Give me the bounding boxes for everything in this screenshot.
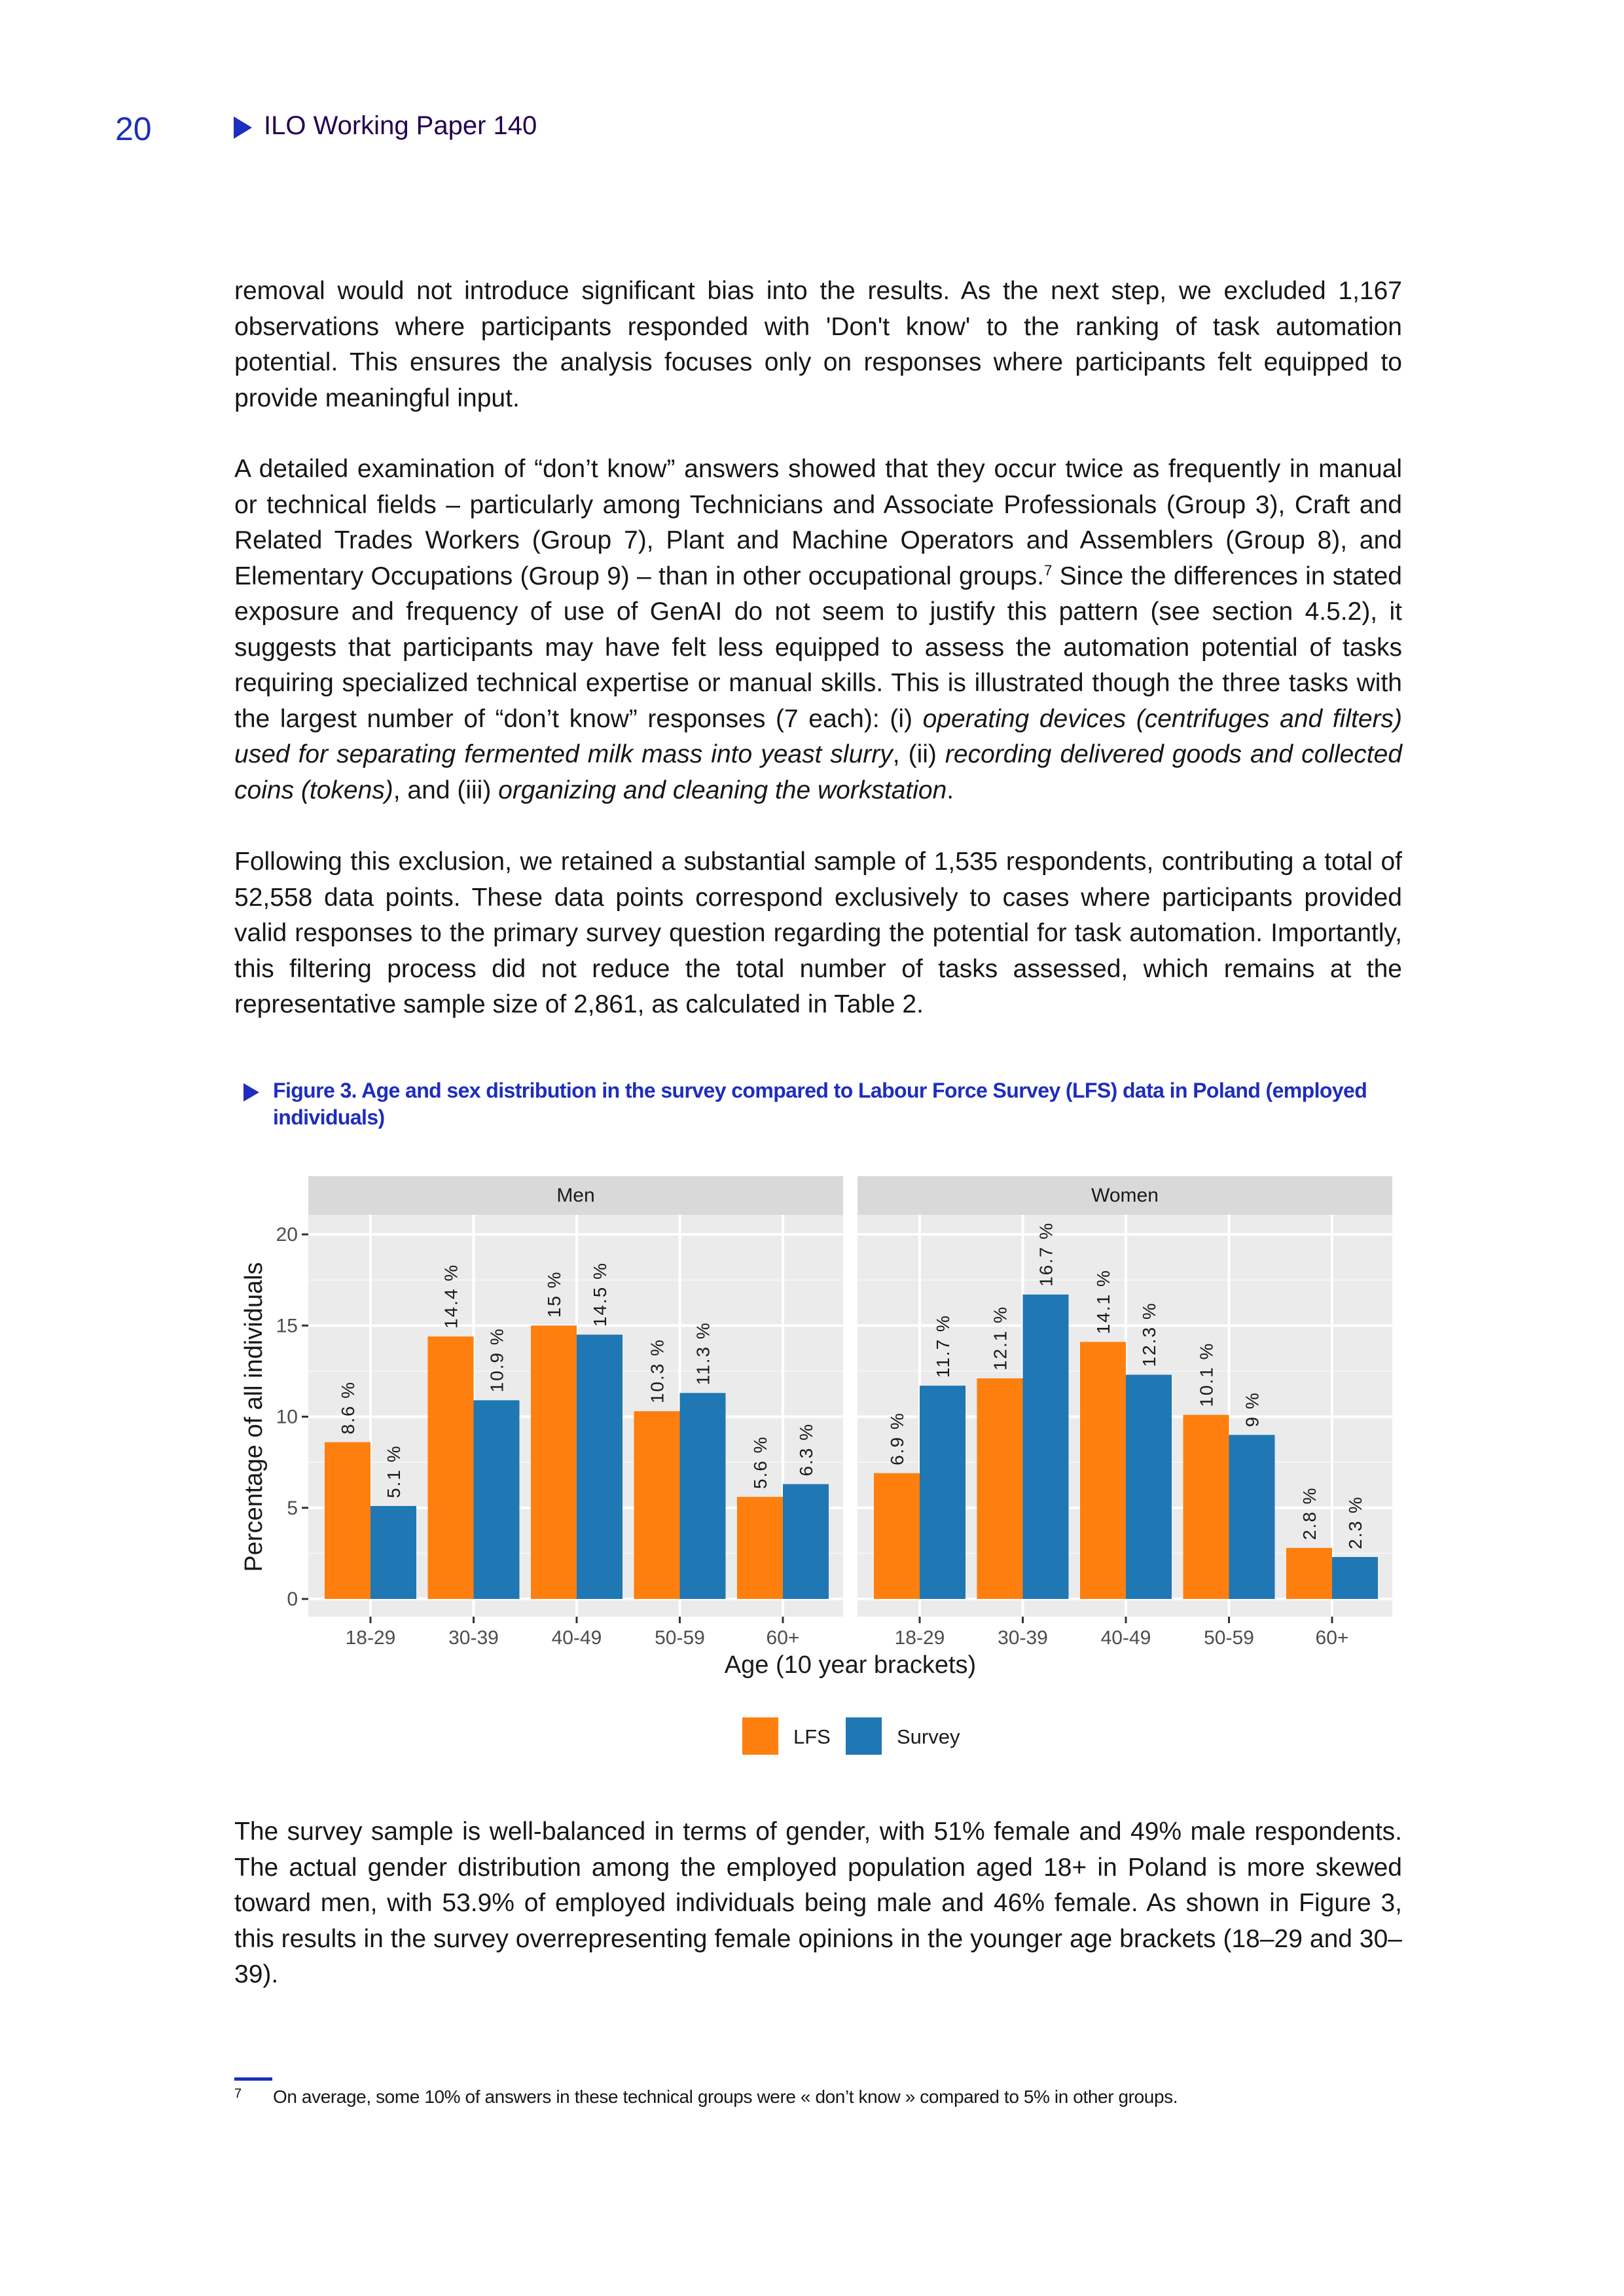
bar-survey-men-40-49 xyxy=(577,1335,623,1599)
page-number: 20 xyxy=(115,111,152,147)
data-label: 9 % xyxy=(1242,1391,1263,1427)
bar-lfs-women-60+ xyxy=(1286,1548,1332,1599)
y-axis-title: Percentage of all individuals xyxy=(240,1262,268,1571)
footnote-number: 7 xyxy=(234,2087,242,2101)
x-tick-label: 60+ xyxy=(767,1627,800,1649)
y-tick-label: 15 xyxy=(276,1315,298,1336)
paragraph-4: The survey sample is well-balanced in te… xyxy=(234,1818,1402,1988)
data-label: 14.1 % xyxy=(1093,1269,1113,1334)
x-tick-label: 18-29 xyxy=(346,1627,396,1649)
x-axis-title: Age (10 year brackets) xyxy=(725,1651,976,1679)
x-tick-label: 50-59 xyxy=(1204,1627,1254,1649)
legend-swatch-survey xyxy=(846,1717,882,1755)
data-label: 2.3 % xyxy=(1345,1496,1365,1549)
header-arrow-icon xyxy=(234,117,252,139)
data-label: 14.5 % xyxy=(590,1262,610,1327)
facet-strip xyxy=(308,1176,843,1215)
paragraph-2: A detailed examination of “don’t know” a… xyxy=(234,452,1402,808)
text-segment: , and (iii) xyxy=(393,776,499,804)
bar-survey-women-18-29 xyxy=(920,1386,965,1599)
bar-survey-women-30-39 xyxy=(1022,1294,1069,1599)
caption-arrow-icon xyxy=(244,1083,259,1102)
facet-strip xyxy=(857,1176,1392,1215)
bar-lfs-men-30-39 xyxy=(427,1336,474,1599)
legend-swatch-lfs xyxy=(742,1717,778,1755)
text-segment: Since the differences in stated exposure… xyxy=(234,562,1402,733)
y-tick-label: 5 xyxy=(287,1498,298,1519)
bar-survey-men-18-29 xyxy=(370,1505,416,1599)
paragraph-3: Following this exclusion, we retained a … xyxy=(234,848,1402,1018)
bar-survey-women-60+ xyxy=(1332,1556,1378,1599)
data-label: 11.7 % xyxy=(933,1314,953,1378)
figure-caption: Figure 3. Age and sex distribution in th… xyxy=(273,1079,1367,1129)
legend-label-survey: Survey xyxy=(897,1725,960,1748)
x-tick-label: 30-39 xyxy=(998,1627,1048,1649)
italic-task-1: operating devices (centrifuges and filte… xyxy=(234,704,1402,769)
x-tick-label: 30-39 xyxy=(448,1627,499,1649)
y-tick-label: 10 xyxy=(276,1407,298,1428)
footnote-ref[interactable]: 7 xyxy=(1044,562,1053,579)
bar-survey-women-50-59 xyxy=(1229,1435,1275,1599)
text-segment: , (ii) xyxy=(892,740,945,768)
data-label: 10.9 % xyxy=(487,1327,507,1392)
data-label: 2.8 % xyxy=(1299,1486,1320,1540)
footnote-divider xyxy=(234,2077,272,2081)
data-label: 11.3 % xyxy=(693,1321,713,1385)
bar-lfs-men-40-49 xyxy=(531,1325,577,1599)
paragraph-1: removal would not introduce significant … xyxy=(234,277,1402,412)
data-label: 5.1 % xyxy=(384,1444,404,1498)
data-label: 15 % xyxy=(544,1270,564,1318)
bar-survey-men-60+ xyxy=(783,1484,829,1599)
x-tick-label: 40-49 xyxy=(1101,1627,1151,1649)
data-label: 10.1 % xyxy=(1197,1342,1217,1407)
y-tick-label: 0 xyxy=(287,1588,298,1610)
data-label: 10.3 % xyxy=(647,1338,668,1403)
x-tick-label: 60+ xyxy=(1316,1627,1349,1649)
data-label: 6.9 % xyxy=(887,1412,907,1465)
bar-survey-men-50-59 xyxy=(679,1393,726,1599)
y-tick-label: 20 xyxy=(276,1224,298,1246)
text-segment: A detailed examination of “don’t know” a… xyxy=(234,455,1402,590)
x-tick-label: 50-59 xyxy=(655,1627,705,1649)
bar-survey-men-30-39 xyxy=(473,1400,520,1599)
italic-task-2: recording delivered goods and collected … xyxy=(234,740,1403,804)
data-label: 16.7 % xyxy=(1036,1222,1056,1287)
italic-task-3: organizing and cleaning the workstation xyxy=(498,776,947,804)
legend-label-lfs: LFS xyxy=(793,1725,831,1748)
bar-lfs-women-18-29 xyxy=(874,1473,920,1599)
data-label: 6.3 % xyxy=(796,1423,816,1477)
data-label: 5.6 % xyxy=(750,1435,770,1489)
bar-lfs-women-50-59 xyxy=(1183,1414,1229,1599)
data-label: 8.6 % xyxy=(338,1381,358,1435)
text-segment: . xyxy=(947,776,954,804)
facet-label: Women xyxy=(1091,1185,1159,1206)
bar-lfs-men-50-59 xyxy=(634,1411,680,1599)
footnote-text: On average, some 10% of answers in these… xyxy=(273,2087,1178,2107)
facet-label: Men xyxy=(556,1185,594,1206)
bar-lfs-women-40-49 xyxy=(1080,1342,1126,1599)
bar-lfs-men-60+ xyxy=(737,1497,783,1599)
bar-lfs-women-30-39 xyxy=(977,1378,1023,1599)
bar-survey-women-40-49 xyxy=(1126,1374,1172,1599)
data-label: 12.3 % xyxy=(1139,1302,1159,1367)
data-label: 14.4 % xyxy=(441,1264,461,1329)
x-tick-label: 18-29 xyxy=(895,1627,945,1649)
x-tick-label: 40-49 xyxy=(552,1627,602,1649)
bar-lfs-men-18-29 xyxy=(325,1442,370,1599)
data-label: 12.1 % xyxy=(990,1306,1011,1371)
running-title: ILO Working Paper 140 xyxy=(264,111,537,140)
